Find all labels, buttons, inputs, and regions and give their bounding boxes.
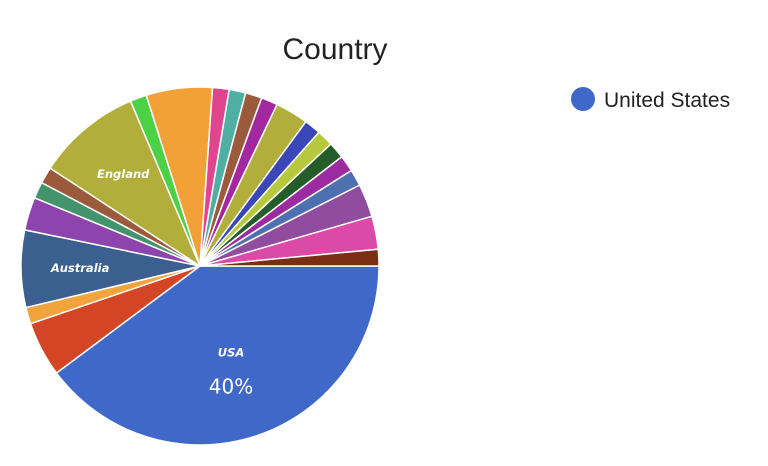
pie-slice-england <box>49 100 201 267</box>
chart-title: Country <box>282 33 387 66</box>
slice-label-usa: USA <box>218 345 245 359</box>
legend-label-united-states: United States <box>604 89 730 112</box>
slice-label-australia: Australia <box>50 261 110 275</box>
legend-swatch-united-states <box>571 87 595 111</box>
slice-labels: USA 40% Australia England <box>50 167 253 399</box>
slice-label-england: England <box>97 167 150 181</box>
slice-percent-usa: 40% <box>209 374 253 398</box>
pie-slice-usa <box>55 265 380 446</box>
legend: United States <box>571 87 730 112</box>
pie-slice-22 <box>199 248 380 267</box>
pie-slices <box>20 86 380 446</box>
